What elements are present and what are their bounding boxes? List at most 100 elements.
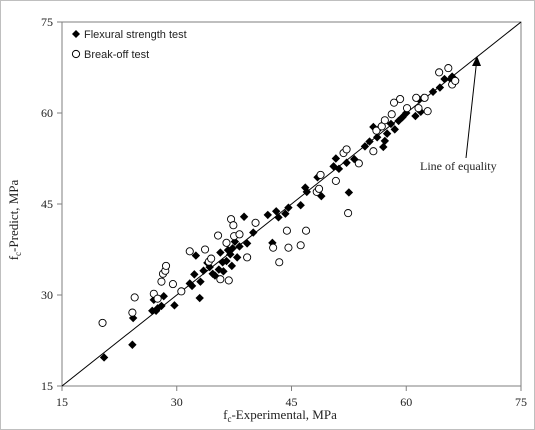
breakoff-point [185,247,194,256]
flexural-point [274,213,283,222]
flexural-point [219,267,228,276]
y-tick-label: 75 [41,15,53,29]
flexural-point [365,137,374,146]
breakoff-point [402,104,412,113]
breakoff-point [222,238,231,247]
flexural-point [195,293,204,303]
flexural-point [380,136,390,146]
flexural-point [190,270,199,279]
breakoff-point [216,275,225,284]
flexural-point [99,353,109,362]
breakoff-point [354,159,363,168]
flexural-point [382,129,392,138]
flexural-point [263,210,272,220]
breakoff-point [229,221,238,230]
legend: Flexural strength test Break-off test [71,29,187,61]
flexural-point [199,266,208,275]
breakoff-point [412,93,421,102]
breakoff-point [130,293,139,302]
breakoff-point [177,287,186,296]
breakoff-point [275,258,284,267]
x-tick-label: 45 [286,395,298,409]
flexural-point [128,340,137,349]
breakoff-point [161,261,171,270]
flexural-point [228,244,237,253]
flexural-point [386,119,396,129]
x-tick-label: 30 [171,395,183,409]
breakoff-point [157,277,166,286]
flexural-point [281,209,290,218]
breakoff-point [269,243,278,252]
breakoff-point [435,68,444,77]
legend-label-breakoff: Break-off test [84,49,149,61]
flexural-point [296,201,305,210]
breakoff-point [98,318,107,327]
flexural-point [435,83,445,92]
y-axis-title: fc-Predict, MPa [6,179,23,260]
y-tick-label: 60 [41,106,53,120]
flexural-point [331,154,341,163]
breakoff-point [284,243,293,252]
flexural-point [187,281,197,291]
breakoff-point [380,116,389,125]
flexural-point [372,133,382,142]
flexural-point [196,277,205,286]
breakoff-point [235,230,244,239]
flexural-point [344,188,354,197]
y-tick-label: 45 [41,197,53,211]
breakoff-point [342,145,351,154]
breakoff-point [282,226,291,235]
flexural-point [440,74,449,84]
breakoff-point [423,107,432,116]
breakoff-point [451,76,460,85]
data-marks [98,64,460,362]
x-tick-label: 15 [56,395,68,409]
breakoff-point [128,308,137,317]
flexural-point [447,72,457,81]
flexural-point [232,253,242,262]
flexural-point [360,142,370,151]
equality-annotation: Line of equality [420,56,497,173]
legend-label-flexural: Flexural strength test [84,29,187,41]
flexural-point [379,142,388,152]
breakoff-point [369,147,378,156]
flexural-point [227,261,237,271]
flexural-point [157,301,166,311]
breakoff-point [396,94,405,104]
breakoff-point [331,176,340,185]
breakoff-point [389,98,399,107]
breakoff-point [316,170,325,179]
flexural-point [249,228,258,237]
breakoff-point [214,231,223,240]
legend-marker-breakoff [71,49,81,59]
flexural-point [411,111,420,121]
breakoff-point [243,253,252,262]
breakoff-point [414,104,423,113]
breakoff-point [153,294,162,303]
breakoff-point [314,184,324,193]
flexural-point [216,248,225,257]
flexural-point [334,164,344,174]
axes: 15 30 45 60 75 15 30 45 60 75 [41,15,527,409]
y-tick-label: 15 [41,379,53,393]
breakoff-point [344,209,353,218]
annotation-arrowhead-icon [472,56,481,66]
flexural-point [191,251,201,260]
breakoff-point [420,93,429,102]
breakoff-point [296,241,305,250]
breakoff-point [201,245,210,254]
breakoff-point [168,280,177,289]
breakoff-point [224,276,233,285]
flexural-point [239,212,249,221]
flexural-point [302,187,311,197]
y-tick-label: 30 [41,288,53,302]
annotation-arrow-shaft [465,57,478,159]
breakoff-point [251,218,260,227]
flexural-point [428,87,438,96]
legend-marker-flexural [72,30,80,38]
flexural-point [342,158,351,167]
flexural-point [222,256,231,266]
breakoff-point [372,126,381,135]
flexural-point [235,242,244,251]
